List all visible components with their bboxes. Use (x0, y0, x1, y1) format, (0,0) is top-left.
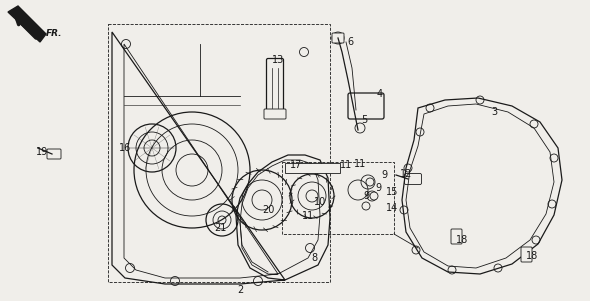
Bar (285, 163, 340, 173)
FancyBboxPatch shape (405, 173, 421, 185)
FancyBboxPatch shape (47, 149, 61, 159)
FancyBboxPatch shape (521, 247, 532, 262)
Text: 10: 10 (314, 197, 326, 207)
Bar (108, 24, 330, 282)
Text: 11: 11 (354, 159, 366, 169)
Text: 6: 6 (347, 37, 353, 47)
Circle shape (366, 178, 374, 186)
Text: 9: 9 (381, 170, 387, 180)
Text: 14: 14 (386, 203, 398, 213)
Text: 9: 9 (375, 183, 381, 193)
Text: 19: 19 (36, 147, 48, 157)
Text: 17: 17 (290, 160, 302, 170)
Circle shape (370, 192, 378, 200)
Bar (282, 162, 394, 234)
Polygon shape (8, 6, 46, 42)
Text: 12: 12 (400, 169, 412, 179)
FancyBboxPatch shape (332, 33, 344, 43)
Text: 2: 2 (237, 285, 243, 295)
Text: 21: 21 (214, 223, 226, 233)
Text: FR.: FR. (46, 29, 63, 39)
Text: 5: 5 (361, 115, 367, 125)
Text: 16: 16 (119, 143, 131, 153)
Text: 9: 9 (363, 191, 369, 201)
FancyBboxPatch shape (267, 58, 284, 113)
Circle shape (362, 202, 370, 210)
Text: 8: 8 (311, 253, 317, 263)
Text: 13: 13 (272, 55, 284, 65)
FancyBboxPatch shape (348, 93, 384, 119)
Text: 11: 11 (340, 160, 352, 170)
Circle shape (332, 32, 344, 44)
Text: 11: 11 (302, 211, 314, 221)
Text: 20: 20 (262, 205, 274, 215)
Text: 18: 18 (456, 235, 468, 245)
Text: 3: 3 (491, 107, 497, 117)
FancyBboxPatch shape (451, 229, 462, 244)
Text: 15: 15 (386, 187, 398, 197)
Text: 18: 18 (526, 251, 538, 261)
Text: 4: 4 (377, 89, 383, 99)
FancyBboxPatch shape (264, 109, 286, 119)
Circle shape (355, 123, 365, 133)
